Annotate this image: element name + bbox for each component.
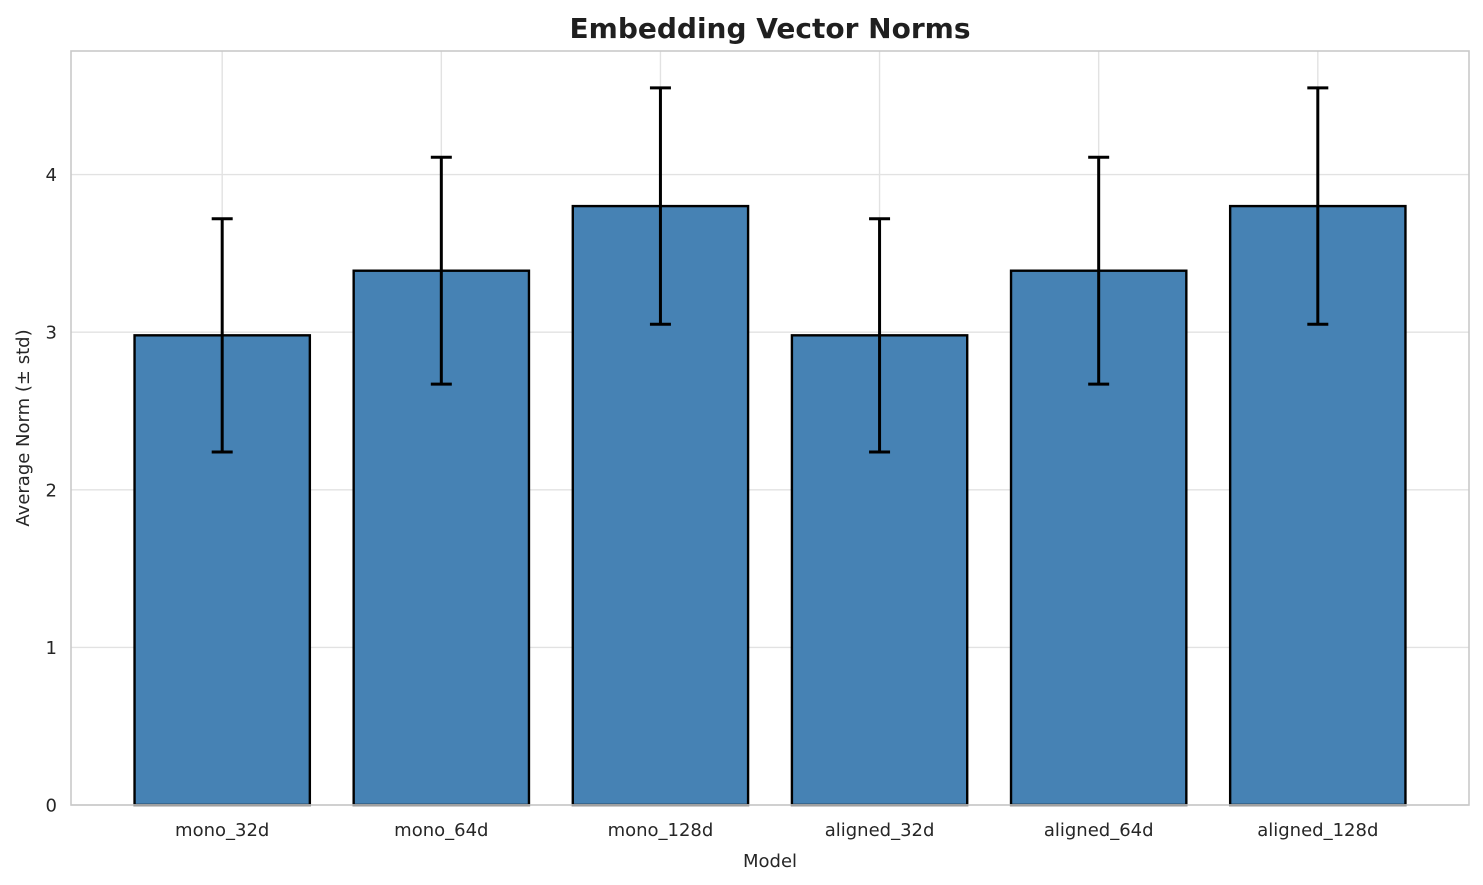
bars <box>133 204 1407 807</box>
plot-border <box>70 50 1470 806</box>
axes-spines <box>70 50 1470 806</box>
error-bar-mono_32d <box>211 217 233 454</box>
error-bar-mono_128d <box>649 86 671 326</box>
y-tick-labels: 0 1 2 3 4 <box>46 165 57 816</box>
y-tick-label: 4 <box>46 165 57 186</box>
x-tick-label-mono_64d: mono_64d <box>394 820 488 841</box>
x-tick-label-aligned_128d: aligned_128d <box>1257 820 1378 841</box>
x-tick-label-mono_32d: mono_32d <box>175 820 269 841</box>
x-tick-label-mono_128d: mono_128d <box>608 820 714 841</box>
y-axis-label: Average Norm (± std) <box>13 329 34 526</box>
y-tick-label: 0 <box>46 796 57 817</box>
error-bar-mono_64d <box>430 155 452 386</box>
y-tick-label: 2 <box>46 480 57 501</box>
x-tick-labels: mono_32d mono_64d mono_128d aligned_32d alig… <box>175 820 1378 841</box>
error-bar-aligned_64d <box>1088 155 1110 386</box>
x-tick-label-aligned_64d: aligned_64d <box>1044 820 1154 841</box>
x-axis-label: Model <box>743 851 797 872</box>
error-bars <box>211 86 1329 454</box>
y-tick-label: 3 <box>46 323 57 344</box>
error-bar-aligned_128d <box>1307 86 1329 326</box>
error-bar-aligned_32d <box>869 217 891 454</box>
y-tick-label: 1 <box>46 638 57 659</box>
chart-title: Embedding Vector Norms <box>570 12 971 45</box>
x-tick-label-aligned_32d: aligned_32d <box>825 820 935 841</box>
